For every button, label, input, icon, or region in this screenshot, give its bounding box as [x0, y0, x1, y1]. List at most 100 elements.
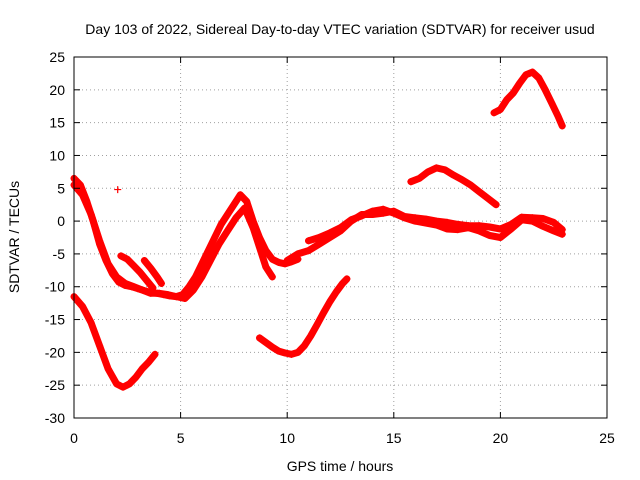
y-tick-label: -25	[45, 377, 65, 393]
data-point	[121, 279, 129, 287]
series-arc-9	[407, 164, 500, 209]
data-point	[315, 234, 323, 241]
data-point	[509, 89, 517, 97]
y-tick-label: -10	[45, 279, 65, 295]
data-point	[332, 288, 340, 296]
data-point	[130, 262, 138, 270]
data-point	[96, 342, 104, 350]
data-point	[114, 186, 122, 194]
data-point	[232, 214, 240, 222]
data-point	[305, 237, 313, 245]
data-point	[130, 283, 138, 291]
data-point	[87, 319, 95, 327]
series-arc-10	[490, 68, 566, 130]
data-point	[249, 224, 257, 232]
series-trace	[70, 174, 302, 301]
data-point	[315, 240, 323, 248]
x-tick-label: 10	[279, 430, 295, 446]
data-point	[441, 166, 449, 174]
x-tick-label: 15	[386, 430, 402, 446]
x-axis-label: GPS time / hours	[287, 458, 394, 474]
data-point	[142, 276, 150, 284]
data-point	[268, 343, 276, 351]
data-point	[243, 197, 251, 205]
data-point	[268, 273, 276, 281]
series-arc-6	[255, 275, 351, 358]
data-point	[255, 334, 263, 342]
data-point	[337, 224, 344, 232]
chart-title: Day 103 of 2022, Sidereal Day-to-day VTE…	[85, 21, 594, 37]
data-point	[281, 349, 289, 357]
data-point	[539, 222, 547, 230]
y-tick-label: 0	[57, 213, 65, 229]
series-trace	[490, 68, 566, 130]
data-point	[123, 255, 131, 263]
x-tick-label: 20	[493, 430, 509, 446]
data-point	[400, 214, 408, 222]
data-point	[283, 256, 291, 264]
data-point	[490, 109, 498, 117]
data-point	[104, 365, 112, 373]
data-point	[379, 205, 387, 213]
series-arc-4	[140, 256, 165, 287]
y-tick-label: 15	[49, 115, 65, 131]
data-point	[541, 86, 549, 94]
data-point	[305, 247, 313, 255]
data-point	[432, 164, 440, 172]
data-point	[198, 260, 206, 268]
data-point	[528, 217, 536, 225]
data-point	[415, 174, 423, 182]
data-point	[147, 264, 155, 272]
data-point	[449, 171, 457, 179]
data-point	[262, 263, 270, 271]
data-point	[275, 347, 283, 355]
data-point	[224, 211, 232, 219]
data-point	[155, 289, 163, 297]
grid-lines	[74, 57, 607, 418]
data-point	[87, 211, 95, 219]
series-trace	[70, 293, 159, 391]
data-point	[390, 209, 398, 217]
data-point	[206, 256, 214, 264]
data-point	[149, 284, 157, 292]
data-point	[443, 218, 451, 226]
data-point	[204, 247, 212, 255]
data-point	[518, 216, 526, 224]
data-point	[507, 225, 515, 233]
series-arc-3	[117, 252, 157, 292]
data-point	[443, 225, 451, 233]
data-point	[492, 201, 500, 209]
data-point	[151, 350, 159, 358]
data-point	[467, 181, 475, 189]
data-point	[140, 256, 148, 264]
data-point	[241, 204, 249, 212]
y-tick-label: -20	[45, 344, 65, 360]
y-tick-label: 25	[49, 49, 65, 65]
data-point	[113, 273, 121, 281]
data-point	[313, 321, 321, 329]
data-point	[307, 332, 315, 340]
series-outlier	[114, 186, 122, 194]
data-point	[339, 279, 347, 287]
series-arc-5	[70, 293, 159, 391]
data-series	[70, 68, 566, 391]
plot-frame	[73, 56, 608, 419]
data-point	[157, 279, 165, 287]
x-tick-label: 25	[599, 430, 615, 446]
data-point	[287, 350, 295, 358]
data-point	[343, 275, 351, 283]
data-point	[558, 230, 566, 238]
data-point	[275, 258, 283, 266]
data-point	[554, 112, 562, 120]
series-trace	[140, 257, 165, 287]
data-point	[117, 252, 125, 260]
data-point	[138, 286, 146, 294]
data-point	[503, 96, 511, 104]
y-tick-label: -15	[45, 312, 65, 328]
data-point	[119, 383, 127, 391]
data-point	[153, 273, 161, 281]
data-point	[558, 122, 566, 130]
data-point	[326, 229, 334, 237]
data-point	[79, 302, 87, 310]
